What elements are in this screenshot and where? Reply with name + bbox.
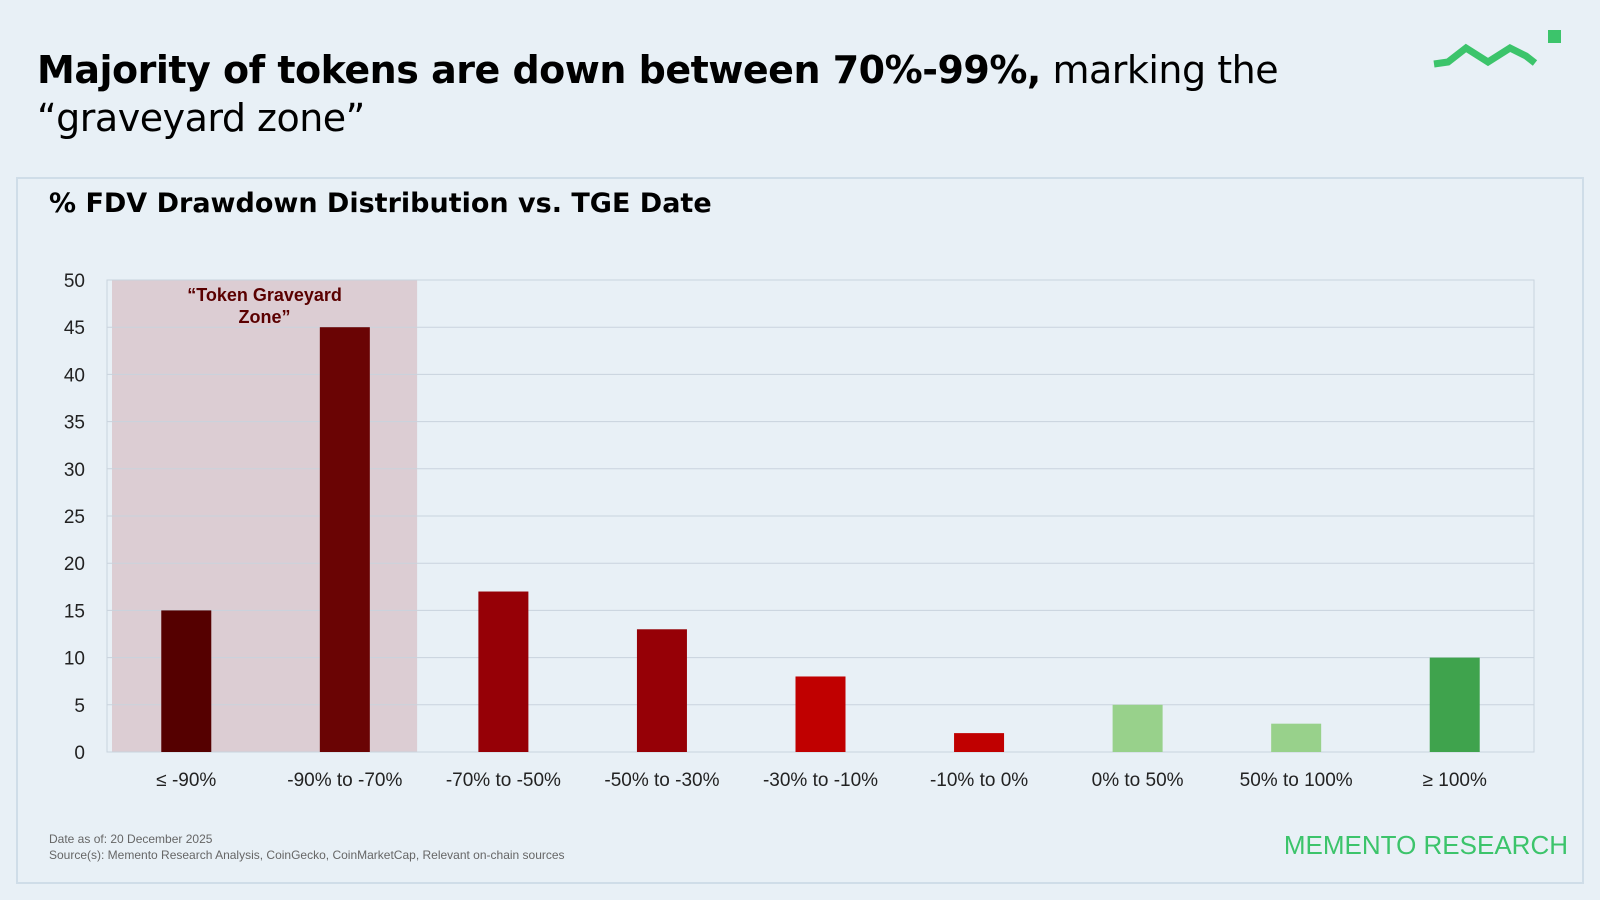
bar	[1112, 704, 1163, 752]
bar	[1271, 723, 1322, 752]
y-tick-label: 25	[64, 507, 85, 528]
bar	[478, 591, 529, 752]
bar	[161, 610, 212, 752]
y-tick-label: 0	[74, 743, 85, 764]
y-tick-label: 45	[64, 318, 85, 339]
y-tick-label: 35	[64, 413, 85, 434]
bar	[636, 629, 687, 752]
x-tick-label: -70% to -50%	[446, 770, 561, 791]
chart-title: % FDV Drawdown Distribution vs. TGE Date	[49, 188, 712, 219]
bar	[795, 676, 846, 752]
x-tick-label: 0% to 50%	[1092, 770, 1184, 791]
source-note: Source(s): Memento Research Analysis, Co…	[49, 848, 565, 862]
x-tick-label: ≤ -90%	[156, 770, 216, 791]
bar	[319, 327, 370, 752]
bar	[954, 733, 1005, 752]
graveyard-annotation: Zone”	[239, 307, 291, 327]
headline-rest: marking the “graveyard zone”	[37, 48, 1279, 140]
y-tick-label: 20	[64, 554, 85, 575]
brand-name: MEMENTO RESEARCH	[1283, 830, 1568, 860]
x-tick-label: ≥ 100%	[1423, 770, 1487, 791]
headline-bold: Majority of tokens are down between 70%-…	[37, 48, 1041, 92]
y-tick-label: 50	[64, 271, 85, 292]
headline: Majority of tokens are down between 70%-…	[37, 46, 1397, 142]
y-tick-label: 5	[74, 696, 85, 717]
y-tick-label: 30	[64, 460, 85, 481]
x-tick-label: 50% to 100%	[1240, 770, 1353, 791]
y-tick-label: 40	[64, 365, 85, 386]
bar	[1429, 657, 1480, 752]
x-tick-label: -10% to 0%	[930, 770, 1028, 791]
x-tick-label: -90% to -70%	[287, 770, 402, 791]
y-tick-label: 10	[64, 649, 85, 670]
chart-panel	[16, 177, 1584, 884]
date-note: Date as of: 20 December 2025	[49, 832, 213, 846]
x-tick-label: -50% to -30%	[604, 770, 719, 791]
memento-logo-icon	[1433, 30, 1561, 68]
graveyard-annotation: “Token Graveyard	[187, 285, 342, 305]
x-tick-label: -30% to -10%	[763, 770, 878, 791]
y-tick-label: 15	[64, 601, 85, 622]
